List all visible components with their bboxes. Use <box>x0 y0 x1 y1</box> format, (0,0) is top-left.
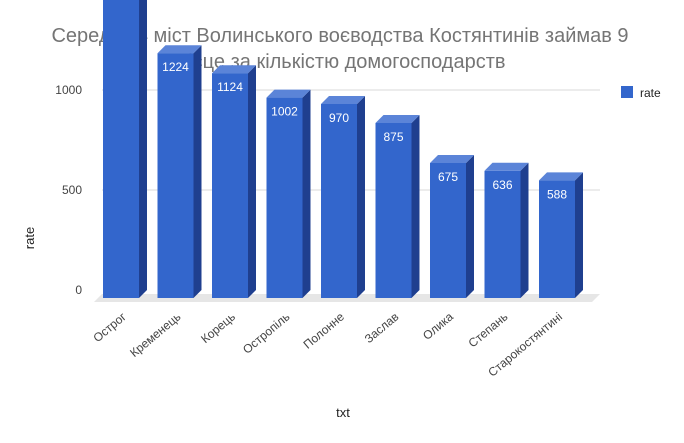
bar <box>375 115 420 298</box>
bar <box>212 65 256 298</box>
bar <box>157 45 202 299</box>
data-label: 875 <box>383 130 403 144</box>
bar-side <box>139 0 147 298</box>
bar <box>266 89 311 298</box>
bar <box>430 155 474 298</box>
data-label: 675 <box>438 170 458 184</box>
bar-side <box>411 115 420 298</box>
data-label: 636 <box>492 178 512 192</box>
data-labels: 1655122411241002970875675636588 <box>162 60 567 201</box>
legend: rate <box>621 86 661 100</box>
bar-top <box>484 162 529 171</box>
bar-front <box>212 73 248 298</box>
x-tick-label: Кременець <box>127 310 183 360</box>
y-axis-title: rate <box>22 227 37 249</box>
x-tick-label: Олика <box>420 309 456 342</box>
chart-title-line-2: місце за кількістю домогосподарств <box>174 51 505 73</box>
y-tick-label: 500 <box>62 183 82 197</box>
bar-front <box>430 163 466 298</box>
bar-front <box>539 180 575 298</box>
data-label: 588 <box>547 187 567 201</box>
y-tick-label: 0 <box>75 283 82 297</box>
y-tick-label: 1000 <box>55 83 82 97</box>
bar-top <box>212 65 256 74</box>
bar-side <box>520 162 529 298</box>
bar <box>103 0 147 298</box>
chart-title-line-1: Серед 114 міст Волинського воєводства Ко… <box>51 25 628 47</box>
bar-top <box>375 115 420 123</box>
x-tick-label: Острог <box>90 309 129 345</box>
bar-top <box>539 172 583 181</box>
bar <box>321 96 365 298</box>
y-tick-labels: 0500100015002000 <box>55 83 82 297</box>
x-tick-label: Корець <box>198 310 238 347</box>
bar-front <box>321 104 357 298</box>
legend-swatch-rate <box>621 86 633 98</box>
data-label: 970 <box>329 111 349 125</box>
x-tick-label: Степань <box>466 310 511 351</box>
legend-label-rate: rate <box>640 86 661 100</box>
bar-front <box>484 170 521 298</box>
data-label: 1124 <box>217 80 243 94</box>
bar-side <box>357 96 365 298</box>
x-tick-label: Заслав <box>362 310 402 346</box>
bar <box>484 162 529 298</box>
x-axis-title: txt <box>336 405 350 420</box>
bar-side <box>575 172 583 298</box>
bar-front <box>103 0 139 298</box>
bar-front <box>266 97 303 298</box>
bar-top <box>266 89 311 98</box>
bar-top <box>157 45 202 54</box>
bar-side <box>193 45 202 299</box>
bar <box>539 172 583 298</box>
bar-side <box>248 65 256 298</box>
bar-front <box>375 123 412 298</box>
x-tick-label: Остропіль <box>240 310 292 357</box>
data-label: 1224 <box>162 60 189 74</box>
bar-side <box>302 89 311 298</box>
bar-front <box>157 53 194 299</box>
bars <box>103 0 583 299</box>
x-tick-label: Полонне <box>301 309 348 351</box>
bar-top <box>321 96 365 104</box>
data-label: 1002 <box>271 105 298 119</box>
bar-top <box>430 155 474 163</box>
bar-side <box>466 155 474 298</box>
